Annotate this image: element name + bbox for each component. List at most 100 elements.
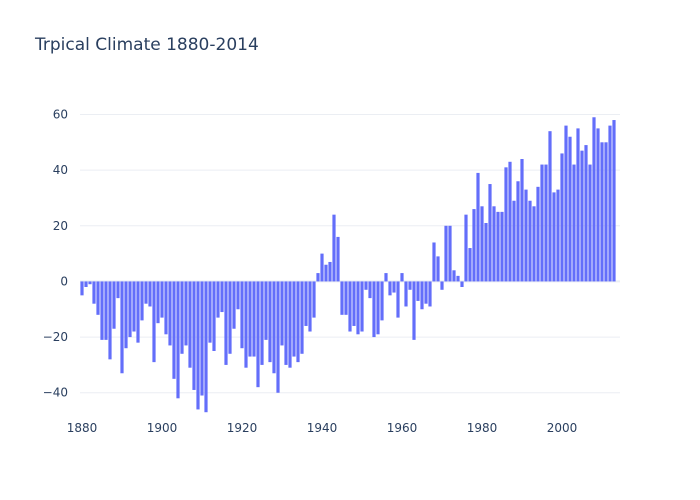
bar-1903[interactable]	[172, 281, 176, 379]
bar-1921[interactable]	[244, 281, 248, 368]
bar-1925[interactable]	[260, 281, 264, 365]
bar-1889[interactable]	[116, 281, 120, 299]
bar-1973[interactable]	[452, 270, 456, 282]
bar-1922[interactable]	[248, 281, 252, 357]
bar-2011[interactable]	[604, 142, 608, 282]
bar-1915[interactable]	[220, 281, 224, 313]
bar-1980[interactable]	[480, 206, 484, 282]
bar-1981[interactable]	[484, 223, 488, 282]
bar-1994[interactable]	[536, 186, 540, 282]
bar-1920[interactable]	[240, 281, 244, 349]
bar-1999[interactable]	[556, 189, 560, 282]
bar-1962[interactable]	[408, 281, 412, 290]
bar-1969[interactable]	[436, 256, 440, 282]
bar-2006[interactable]	[584, 145, 588, 282]
bar-1996[interactable]	[544, 164, 548, 282]
bar-1914[interactable]	[216, 281, 220, 318]
bar-1975[interactable]	[460, 281, 464, 287]
bar-1929[interactable]	[276, 281, 280, 393]
bar-1897[interactable]	[148, 281, 152, 307]
bar-1930[interactable]	[280, 281, 284, 346]
bar-1990[interactable]	[520, 159, 524, 282]
bar-1907[interactable]	[188, 281, 192, 368]
bar-1956[interactable]	[384, 273, 388, 282]
bar-2013[interactable]	[612, 120, 616, 282]
bar-1970[interactable]	[440, 281, 444, 290]
bar-1993[interactable]	[532, 206, 536, 282]
bar-1910[interactable]	[200, 281, 204, 396]
bar-1884[interactable]	[96, 281, 100, 315]
bar-1992[interactable]	[528, 200, 532, 282]
bar-1887[interactable]	[108, 281, 112, 360]
bar-1935[interactable]	[300, 281, 304, 354]
bar-1959[interactable]	[396, 281, 400, 318]
bar-2005[interactable]	[580, 150, 584, 282]
bar-2001[interactable]	[564, 125, 568, 282]
bar-1904[interactable]	[176, 281, 180, 399]
bar-1913[interactable]	[212, 281, 216, 351]
bar-1966[interactable]	[424, 281, 428, 304]
bar-1964[interactable]	[416, 281, 420, 301]
bar-1942[interactable]	[328, 261, 332, 282]
bar-1900[interactable]	[160, 281, 164, 318]
bar-1960[interactable]	[400, 273, 404, 282]
bar-1916[interactable]	[224, 281, 228, 365]
bar-1892[interactable]	[128, 281, 132, 338]
bar-1908[interactable]	[192, 281, 196, 390]
bar-1895[interactable]	[140, 281, 144, 321]
bar-1918[interactable]	[232, 281, 236, 329]
bar-1886[interactable]	[104, 281, 108, 340]
bar-1983[interactable]	[492, 206, 496, 282]
bar-1906[interactable]	[184, 281, 188, 346]
bar-1917[interactable]	[228, 281, 232, 354]
bar-1986[interactable]	[504, 167, 508, 282]
bar-1947[interactable]	[348, 281, 352, 332]
bar-1949[interactable]	[356, 281, 360, 335]
bar-1967[interactable]	[428, 281, 432, 307]
bar-1931[interactable]	[284, 281, 288, 365]
bar-2012[interactable]	[608, 125, 612, 282]
bar-1924[interactable]	[256, 281, 260, 388]
bar-1995[interactable]	[540, 164, 544, 282]
bar-1971[interactable]	[444, 225, 448, 282]
bar-1972[interactable]	[448, 225, 452, 282]
bar-1985[interactable]	[500, 211, 504, 282]
bar-1958[interactable]	[392, 281, 396, 293]
bar-1880[interactable]	[80, 281, 84, 296]
bar-1961[interactable]	[404, 281, 408, 307]
bar-1888[interactable]	[112, 281, 116, 329]
bar-1919[interactable]	[236, 281, 240, 310]
bar-1934[interactable]	[296, 281, 300, 363]
bar-2009[interactable]	[596, 128, 600, 282]
bar-1952[interactable]	[368, 281, 372, 299]
bar-1955[interactable]	[380, 281, 384, 321]
bar-1953[interactable]	[372, 281, 376, 338]
bar-1891[interactable]	[124, 281, 128, 349]
bar-1912[interactable]	[208, 281, 212, 343]
bar-1948[interactable]	[352, 281, 356, 326]
bar-1939[interactable]	[316, 273, 320, 282]
bar-1926[interactable]	[264, 281, 268, 340]
bar-2008[interactable]	[592, 117, 596, 282]
bar-1894[interactable]	[136, 281, 140, 343]
bar-1982[interactable]	[488, 184, 492, 282]
bar-1963[interactable]	[412, 281, 416, 340]
bar-1938[interactable]	[312, 281, 316, 318]
bar-2004[interactable]	[576, 128, 580, 282]
bar-1937[interactable]	[308, 281, 312, 332]
bar-1987[interactable]	[508, 161, 512, 282]
bar-1881[interactable]	[84, 281, 88, 287]
bar-1978[interactable]	[472, 209, 476, 282]
bar-2007[interactable]	[588, 164, 592, 282]
bar-1923[interactable]	[252, 281, 256, 357]
bar-1883[interactable]	[92, 281, 96, 304]
bar-1945[interactable]	[340, 281, 344, 315]
bar-1944[interactable]	[336, 236, 340, 282]
bar-1911[interactable]	[204, 281, 208, 413]
bar-1943[interactable]	[332, 214, 336, 282]
bar-1951[interactable]	[364, 281, 368, 290]
bar-1905[interactable]	[180, 281, 184, 354]
bar-1968[interactable]	[432, 242, 436, 282]
bar-1977[interactable]	[468, 248, 472, 282]
bar-1933[interactable]	[292, 281, 296, 357]
